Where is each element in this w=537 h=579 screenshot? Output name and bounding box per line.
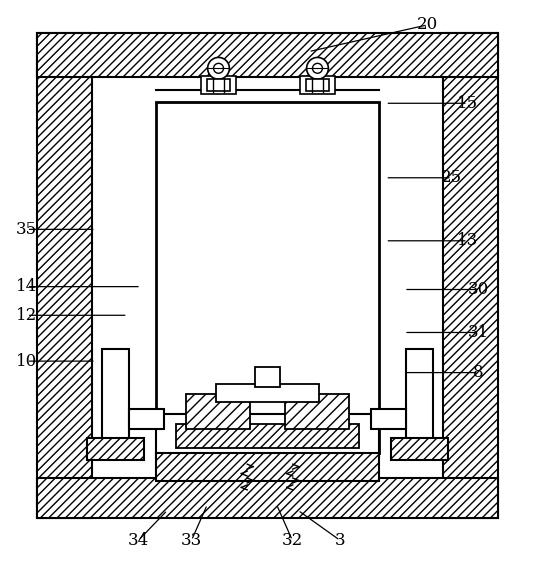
Text: 35: 35 (16, 221, 37, 238)
Bar (201, 76, 236, 94)
Bar (371, 409, 405, 428)
Text: 31: 31 (468, 324, 489, 341)
Bar (255, 367, 280, 387)
Text: 20: 20 (417, 16, 439, 33)
Circle shape (208, 57, 229, 79)
Text: 14: 14 (16, 278, 37, 295)
Bar (186, 394, 250, 428)
Bar (176, 424, 359, 448)
Bar (300, 76, 335, 94)
Bar (207, 79, 230, 91)
Circle shape (307, 57, 328, 79)
Text: 33: 33 (181, 532, 202, 549)
Circle shape (313, 63, 322, 74)
Text: 13: 13 (457, 232, 478, 250)
Bar (306, 79, 329, 91)
Bar (101, 349, 129, 444)
Bar (87, 438, 144, 460)
Text: 34: 34 (128, 532, 149, 549)
Bar (38, 32, 92, 518)
Text: 30: 30 (468, 281, 489, 298)
Bar (156, 453, 379, 481)
Text: 8: 8 (473, 364, 484, 381)
Bar (38, 478, 498, 518)
Text: 10: 10 (16, 353, 37, 369)
Bar (391, 438, 448, 460)
Text: 32: 32 (282, 532, 303, 549)
Bar (129, 409, 164, 428)
Bar (156, 414, 379, 458)
Text: 15: 15 (457, 95, 478, 112)
Text: 3: 3 (335, 532, 345, 549)
Bar (285, 394, 349, 428)
Bar (38, 32, 498, 77)
Circle shape (214, 63, 223, 74)
Bar (215, 384, 320, 402)
Text: 25: 25 (441, 169, 462, 186)
Bar (405, 349, 433, 444)
Text: 12: 12 (16, 307, 37, 324)
Bar (156, 102, 379, 453)
Bar (443, 32, 498, 518)
